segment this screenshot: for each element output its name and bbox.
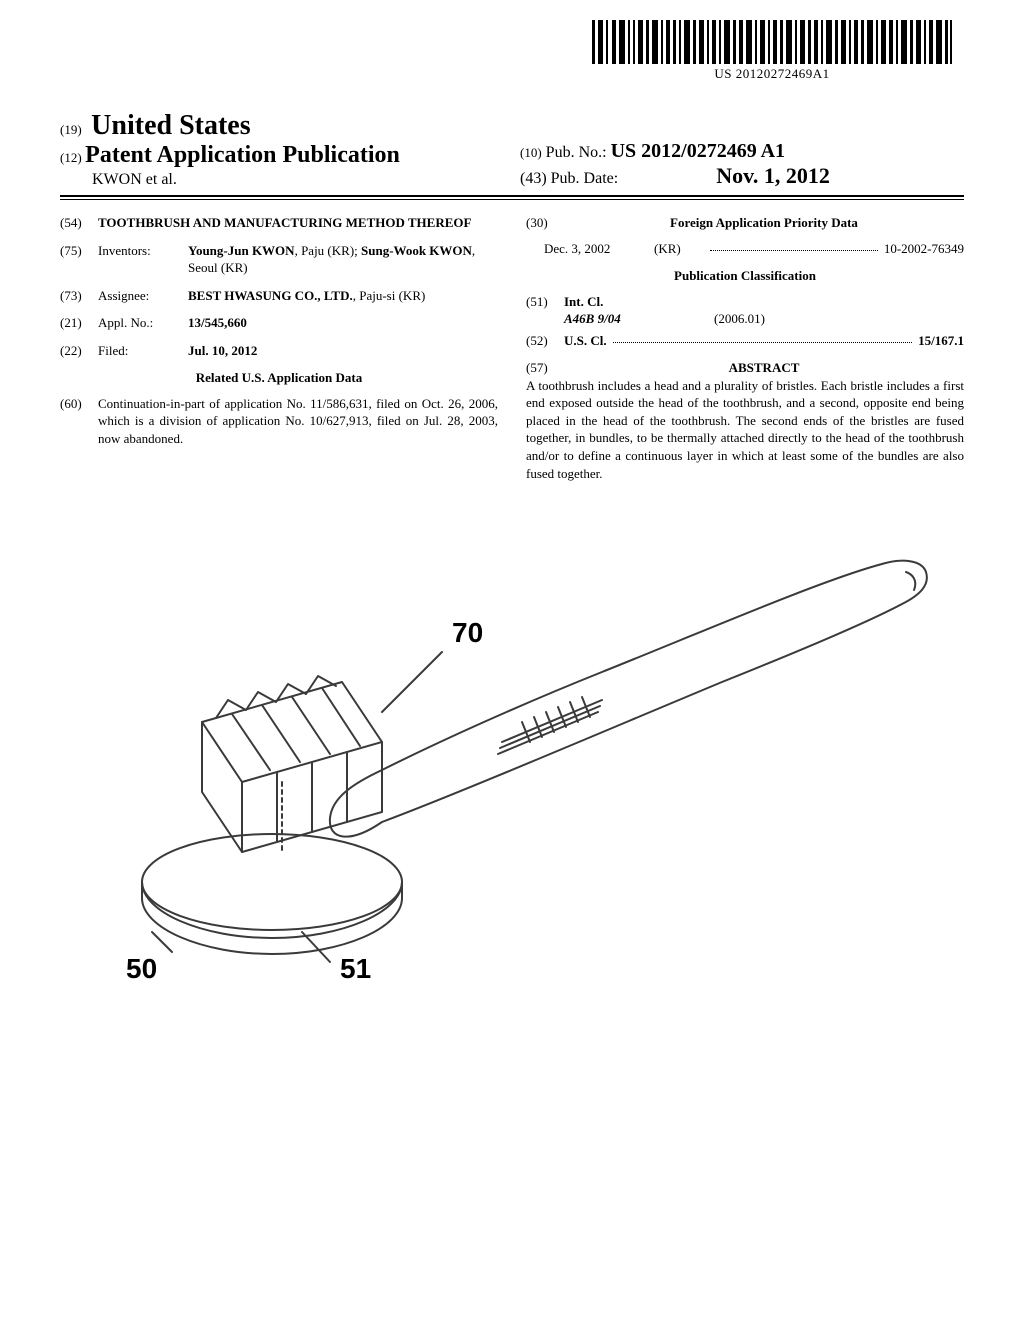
inventor-loc-1: , Paju (KR);	[295, 243, 361, 258]
title-field: (54) TOOTHBRUSH AND MANUFACTURING METHOD…	[60, 214, 498, 232]
assignee-loc: , Paju-si (KR)	[353, 288, 426, 303]
applno-label: Appl. No.:	[98, 314, 188, 332]
ref-51: 51	[340, 953, 371, 984]
code-12: (12)	[60, 150, 82, 165]
inventors-field: (75) Inventors: Young-Jun KWON, Paju (KR…	[60, 242, 498, 277]
barcode-image	[592, 20, 952, 64]
toothbrush-drawing: 70 50 51	[82, 522, 942, 1002]
masthead: (19) United States (12) Patent Applicati…	[60, 110, 964, 189]
foreign-heading: Foreign Application Priority Data	[564, 214, 964, 232]
assignee-field: (73) Assignee: BEST HWASUNG CO., LTD., P…	[60, 287, 498, 305]
bibliographic-columns: (54) TOOTHBRUSH AND MANUFACTURING METHOD…	[60, 214, 964, 482]
uscl-value: 15/167.1	[918, 332, 964, 350]
filed-field: (22) Filed: Jul. 10, 2012	[60, 342, 498, 360]
pub-class-heading: Publication Classification	[526, 267, 964, 285]
assignee-value: BEST HWASUNG CO., LTD., Paju-si (KR)	[188, 287, 498, 305]
assignee-label: Assignee:	[98, 287, 188, 305]
code-51: (51)	[526, 293, 564, 311]
intcl-field: (51) Int. Cl.	[526, 293, 964, 311]
abstract-text: A toothbrush includes a head and a plura…	[526, 377, 964, 482]
intcl-edition: (2006.01)	[714, 310, 765, 328]
code-22: (22)	[60, 342, 98, 360]
uscl-label: U.S. Cl.	[564, 332, 607, 350]
inventors-value: Young-Jun KWON, Paju (KR); Sung-Wook KWO…	[188, 242, 498, 277]
ref-50: 50	[126, 953, 157, 984]
pub-no-value: US 2012/0272469 A1	[611, 140, 785, 162]
code-10: (10)	[520, 145, 542, 160]
country-title: United States	[91, 110, 250, 141]
code-19: (19)	[60, 122, 82, 137]
pub-no-label: Pub. No.:	[546, 144, 607, 161]
related-text: Continuation-in-part of application No. …	[98, 395, 498, 448]
code-52: (52)	[526, 332, 564, 350]
right-column: (30) Foreign Application Priority Data D…	[526, 214, 964, 482]
rule-thick	[60, 195, 964, 197]
foreign-heading-row: (30) Foreign Application Priority Data	[526, 214, 964, 232]
related-heading: Related U.S. Application Data	[60, 369, 498, 387]
abstract-heading-row: (57) ABSTRACT	[526, 359, 964, 377]
code-54: (54)	[60, 214, 98, 232]
code-43: (43)	[520, 170, 547, 187]
pub-date-label: Pub. Date:	[551, 170, 619, 187]
uscl-field: (52) U.S. Cl. 15/167.1	[526, 332, 964, 350]
abstract-heading: ABSTRACT	[564, 359, 964, 377]
foreign-country: (KR)	[654, 240, 704, 258]
barcode-block: US 20120272469A1	[592, 20, 952, 82]
code-21: (21)	[60, 314, 98, 332]
code-30: (30)	[526, 214, 564, 232]
code-57: (57)	[526, 359, 564, 377]
leader-dots	[613, 332, 913, 343]
code-60: (60)	[60, 395, 98, 448]
barcode-text: US 20120272469A1	[592, 66, 952, 82]
leader-dots	[710, 240, 878, 251]
foreign-number: 10-2002-76349	[884, 240, 964, 258]
inventors-label: Inventors:	[98, 242, 188, 277]
filed-value: Jul. 10, 2012	[188, 342, 498, 360]
code-73: (73)	[60, 287, 98, 305]
publication-type: Patent Application Publication	[85, 142, 400, 168]
fig-strokes	[142, 561, 927, 962]
applno-field: (21) Appl. No.: 13/545,660	[60, 314, 498, 332]
rule-thin	[60, 199, 964, 200]
inventor-name-1: Young-Jun KWON	[188, 243, 295, 258]
inventor-name-2: Sung-Wook KWON	[361, 243, 472, 258]
intcl-label: Int. Cl.	[564, 293, 603, 311]
filed-label: Filed:	[98, 342, 188, 360]
patent-figure: 70 50 51	[60, 522, 964, 1007]
intcl-symbol: A46B 9/04	[564, 310, 654, 328]
invention-title: TOOTHBRUSH AND MANUFACTURING METHOD THER…	[98, 214, 498, 232]
foreign-priority-row: Dec. 3, 2002 (KR) 10-2002-76349	[544, 240, 964, 258]
left-column: (54) TOOTHBRUSH AND MANUFACTURING METHOD…	[60, 214, 498, 482]
foreign-date: Dec. 3, 2002	[544, 240, 654, 258]
ref-70: 70	[452, 617, 483, 648]
applno-value: 13/545,660	[188, 314, 498, 332]
code-75: (75)	[60, 242, 98, 277]
related-field: (60) Continuation-in-part of application…	[60, 395, 498, 448]
assignee-name: BEST HWASUNG CO., LTD.	[188, 288, 353, 303]
author-line: KWON et al.	[92, 171, 512, 189]
intcl-value-row: A46B 9/04 (2006.01)	[564, 310, 964, 328]
pub-date-value: Nov. 1, 2012	[716, 163, 830, 188]
